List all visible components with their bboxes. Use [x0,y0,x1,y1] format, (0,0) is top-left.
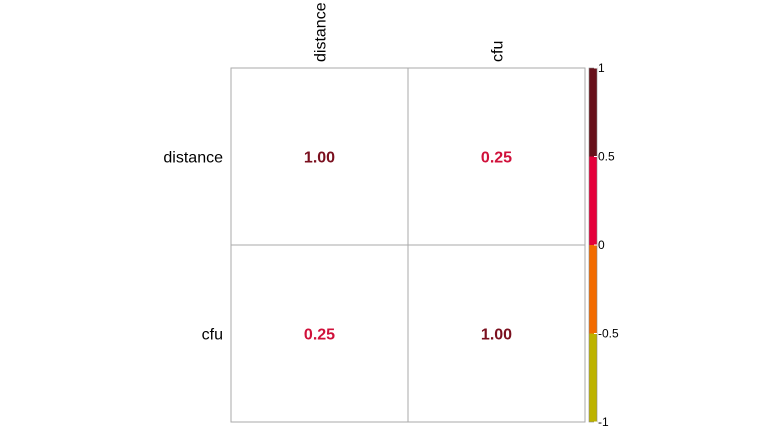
colorbar-tick-label: -1 [598,415,609,429]
row-labels: distance cfu [163,150,223,344]
colorbar: 1 0.5 0 -0.5 -1 [588,61,619,429]
colorbar-tick-label: 0.5 [598,150,615,164]
row-label: distance [163,150,223,167]
colorbar-band [589,333,597,422]
colorbar-tick-label: 1 [598,61,605,75]
colorbar-tick-label: -0.5 [598,327,619,341]
colorbar-band [589,245,597,334]
cell-value-label: 1.00 [304,150,335,167]
cell-value-label: 0.25 [304,327,335,344]
column-label: distance [313,2,330,62]
column-label: cfu [490,41,507,62]
cell-value-label: 1.00 [481,327,512,344]
cell-value-label: 0.25 [481,150,512,167]
colorbar-tick-label: 0 [598,238,605,252]
plot-area: 1.00 0.25 0.25 1.00 [230,67,586,423]
row-label: cfu [202,327,223,344]
column-labels: distance cfu [313,2,507,62]
colorbar-band [589,68,597,157]
colorbar-band [589,156,597,245]
